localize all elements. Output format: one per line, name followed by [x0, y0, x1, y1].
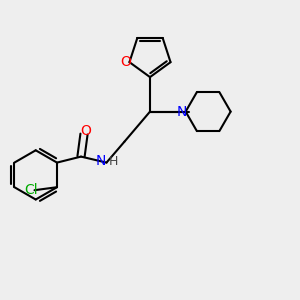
- Text: Cl: Cl: [24, 183, 38, 197]
- Text: O: O: [120, 55, 131, 69]
- Text: O: O: [80, 124, 91, 138]
- Text: N: N: [96, 154, 106, 168]
- Text: N: N: [177, 105, 187, 118]
- Text: H: H: [108, 155, 118, 168]
